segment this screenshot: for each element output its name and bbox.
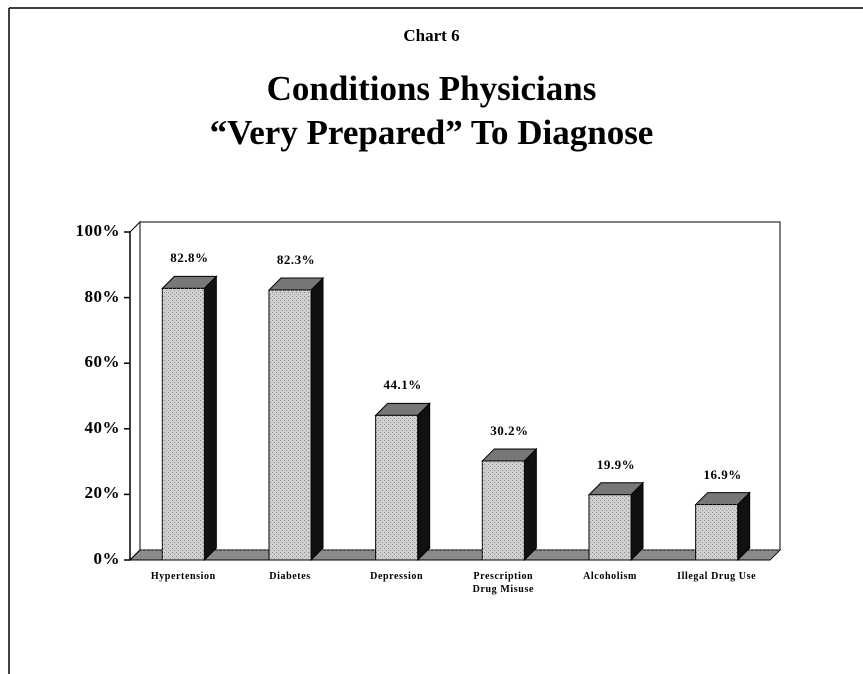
x-tick-label: Diabetes xyxy=(269,571,311,582)
back-wall xyxy=(129,221,781,561)
y-tick-label: 0% xyxy=(93,549,120,568)
bar-side xyxy=(310,276,324,562)
x-tick-label: Prescription Drug Misuse xyxy=(472,571,534,595)
y-tick-label: 100% xyxy=(75,221,120,240)
floor-stipple xyxy=(130,550,780,560)
bar-side xyxy=(203,275,217,562)
x-tick-label: Depression xyxy=(370,571,424,582)
bar-side xyxy=(630,481,644,562)
bar xyxy=(267,276,325,562)
value-label: 30.2% xyxy=(490,422,529,438)
subtitle: Chart 6 xyxy=(403,26,460,45)
title-line: “Very Prepared” To Diagnose xyxy=(209,113,654,152)
value-label: 44.1% xyxy=(383,377,422,393)
bar-stipple xyxy=(162,288,205,560)
bar-stipple xyxy=(589,494,631,560)
bar xyxy=(374,402,431,562)
value-label: 19.9% xyxy=(596,456,636,472)
bar-side xyxy=(417,402,431,562)
bar-side xyxy=(523,447,537,562)
y-tick-label: 40% xyxy=(84,417,120,437)
side-wall xyxy=(129,220,141,562)
value-label: 82.3% xyxy=(276,252,316,268)
value-label: 82.8% xyxy=(170,250,209,266)
bar xyxy=(694,491,751,562)
title-line: Conditions Physicians xyxy=(266,69,597,108)
bar-stipple xyxy=(375,415,418,560)
x-tick-label: Alcoholism xyxy=(583,571,637,582)
bar-stipple xyxy=(269,290,311,560)
bar-stipple xyxy=(482,460,525,560)
y-tick-label: 60% xyxy=(84,352,120,372)
value-label: 16.9% xyxy=(703,466,742,482)
bar xyxy=(587,481,645,562)
y-tick-label: 20% xyxy=(84,483,120,503)
bar xyxy=(481,447,538,562)
y-tick-label: 80% xyxy=(84,286,120,306)
x-tick-label: Hypertension xyxy=(150,571,216,582)
bar xyxy=(161,275,218,562)
bar-stipple xyxy=(695,504,738,560)
x-tick-label: Illegal Drug Use xyxy=(677,571,757,582)
